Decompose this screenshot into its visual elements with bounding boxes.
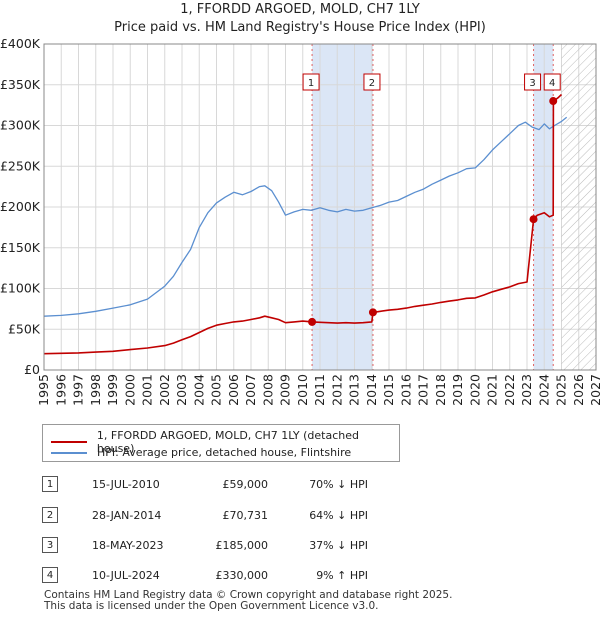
x-tick-label: 1996 — [53, 374, 68, 406]
x-tick-label: 2013 — [347, 374, 362, 406]
marker-label-box — [543, 73, 561, 91]
legend-swatch-property — [51, 441, 87, 443]
marker-label-text: 2 — [369, 78, 375, 89]
transaction-marker-box: 3 — [42, 537, 58, 553]
x-tick-label: 1999 — [105, 374, 120, 406]
x-tick-label: 2022 — [502, 374, 517, 406]
legend-label-property: 1, FFORDD ARGOED, MOLD, CH7 1LY (detache… — [96, 429, 359, 455]
x-tick-label: 2011 — [312, 374, 327, 406]
plot-border — [43, 43, 597, 371]
marker-label-box — [302, 73, 320, 91]
x-tick-label: 2019 — [450, 374, 465, 406]
y-tick-label: £250K — [0, 158, 41, 173]
x-tick-label: 2004 — [191, 374, 206, 406]
transaction-marker-box: 1 — [42, 476, 58, 492]
sale-point — [368, 308, 377, 317]
legend-swatch-hpi — [51, 451, 87, 454]
marker-label-text: 4 — [549, 78, 555, 89]
x-tick-label: 2015 — [381, 374, 396, 406]
transaction-row: 4 10-JUL-2024 £330,000 9% ↑ HPI — [42, 567, 402, 585]
x-tick-label: 2014 — [364, 374, 379, 406]
hpi-series-line — [44, 116, 568, 317]
x-tick-label: 2020 — [467, 374, 482, 406]
x-tick-label: 2008 — [260, 374, 275, 406]
transaction-date: 10-JUL-2024 — [92, 569, 160, 582]
x-tick-label: 2002 — [157, 374, 172, 406]
footer-line: This data is licensed under the Open Gov… — [44, 600, 379, 612]
x-tick-label: 1995 — [36, 374, 51, 406]
x-tick-label: 2003 — [174, 374, 189, 406]
property-series-line — [44, 93, 563, 355]
footer-line: Contains HM Land Registry data © Crown c… — [44, 589, 453, 601]
transaction-price: £59,000 — [222, 478, 269, 491]
transaction-hpi-diff: 9% ↑ HPI — [316, 569, 368, 582]
x-tick-label: 2005 — [209, 374, 224, 406]
footer-attribution: Contains HM Land Registry data © Crown c… — [44, 590, 452, 612]
transaction-hpi-diff: 37% ↓ HPI — [309, 539, 368, 552]
y-tick-label: £100K — [0, 281, 41, 296]
x-tick-label: 2010 — [295, 374, 310, 406]
forecast-hatch — [561, 44, 596, 370]
sale-point — [549, 97, 558, 106]
y-tick-label: £150K — [0, 240, 41, 255]
legend-label-hpi: HPI: Average price, detached house, Flin… — [97, 446, 352, 459]
transaction-marker-box: 4 — [42, 567, 58, 583]
marker-label-box — [363, 73, 381, 91]
legend-item-hpi: HPI: Average price, detached house, Flin… — [51, 446, 351, 459]
marker-label-text: 1 — [308, 78, 314, 89]
transaction-price: £70,731 — [222, 509, 269, 522]
transaction-date: 15-JUL-2010 — [92, 478, 160, 491]
transaction-price: £330,000 — [215, 569, 269, 582]
price-chart: 1, FFORDD ARGOED, MOLD, CH7 1LY Price pa… — [0, 2, 600, 406]
marker-label-box — [524, 73, 542, 91]
y-tick-label: £350K — [0, 77, 41, 92]
x-tick-label: 2018 — [433, 374, 448, 406]
y-tick-label: £300K — [0, 118, 41, 133]
transaction-row: 1 15-JUL-2010 £59,000 70% ↓ HPI — [42, 476, 402, 494]
marker-label-text: 3 — [529, 78, 535, 89]
transaction-marker-box: 2 — [42, 507, 58, 523]
chart-legend: 1, FFORDD ARGOED, MOLD, CH7 1LY (detache… — [42, 424, 400, 462]
transaction-price: £185,000 — [215, 539, 269, 552]
x-tick-label: 2027 — [588, 374, 600, 406]
transaction-date: 28-JAN-2014 — [92, 509, 162, 522]
transaction-hpi-diff: 70% ↓ HPI — [309, 478, 368, 491]
x-tick-label: 2012 — [329, 374, 344, 406]
x-tick-label: 2023 — [519, 374, 534, 406]
x-tick-label: 2017 — [416, 374, 431, 406]
y-tick-label: £200K — [0, 199, 41, 214]
x-tick-label: 1998 — [88, 374, 103, 406]
transaction-date: 18-MAY-2023 — [92, 539, 164, 552]
x-tick-label: 2000 — [122, 374, 137, 406]
chart-subtitle: Price paid vs. HM Land Registry's House … — [114, 20, 486, 35]
x-tick-label: 2009 — [278, 374, 293, 406]
x-tick-label: 2021 — [485, 374, 500, 406]
x-tick-label: 2026 — [571, 374, 586, 406]
x-tick-label: 2006 — [226, 374, 241, 406]
transaction-row: 2 28-JAN-2014 £70,731 64% ↓ HPI — [42, 507, 402, 525]
x-tick-label: 2024 — [536, 374, 551, 406]
y-tick-label: £0 — [24, 362, 40, 377]
chart-title: 1, FFORDD ARGOED, MOLD, CH7 1LY — [180, 2, 420, 17]
sale-point — [529, 215, 538, 224]
x-tick-label: 2025 — [554, 374, 569, 406]
y-tick-label: £400K — [0, 36, 41, 51]
x-tick-label: 1997 — [71, 374, 86, 406]
x-tick-label: 2001 — [140, 374, 155, 406]
sale-point — [308, 317, 317, 326]
x-tick-label: 2016 — [398, 374, 413, 406]
transaction-hpi-diff: 64% ↓ HPI — [309, 509, 368, 522]
legend-item-property: 1, FFORDD ARGOED, MOLD, CH7 1LY (detache… — [51, 429, 399, 455]
transaction-row: 3 18-MAY-2023 £185,000 37% ↓ HPI — [42, 537, 402, 555]
y-tick-label: £50K — [8, 321, 41, 336]
x-tick-label: 2007 — [243, 374, 258, 406]
